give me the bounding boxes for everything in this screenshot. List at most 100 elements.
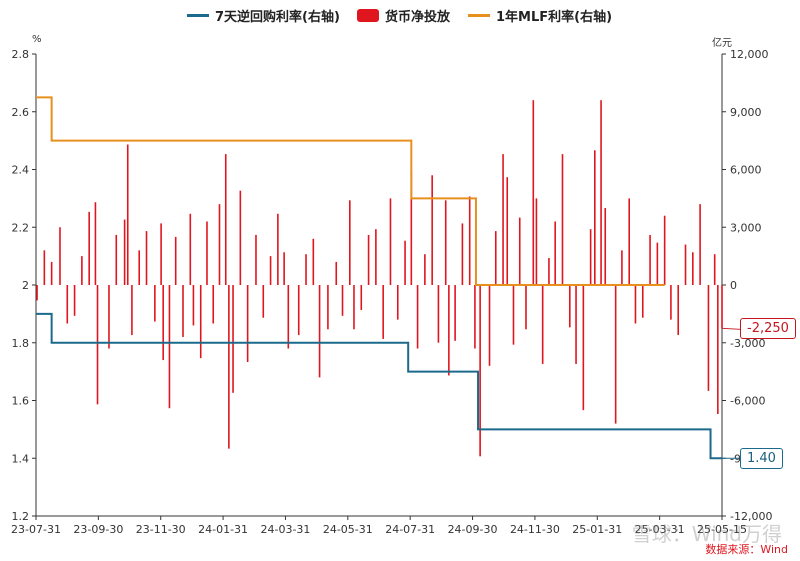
net-injection-bar (424, 254, 426, 285)
left-axis-unit: % (32, 34, 42, 45)
legend-swatch-repo (187, 13, 209, 17)
legend-item-repo[interactable]: 7天逆回购利率(右轴) (187, 4, 340, 26)
net-injection-bar (582, 285, 585, 411)
net-injection-bar (454, 285, 456, 341)
net-injection-bar (96, 285, 99, 405)
net-injection-bar (318, 285, 321, 378)
net-injection-bar (518, 217, 521, 285)
net-injection-bar (721, 285, 723, 329)
x-tick-label: 24-07-31 (385, 523, 435, 536)
net-injection-bar (246, 285, 249, 362)
right-tick-label: 0 (730, 279, 737, 292)
x-tick-label: 25-03-31 (635, 523, 685, 536)
x-tick-label: 24-03-31 (260, 523, 310, 536)
net-injection-bar (255, 234, 257, 285)
net-injection-bar (360, 285, 363, 311)
legend-swatch-mlf (468, 13, 490, 17)
net-injection-bar (168, 285, 171, 409)
net-injection-bar (404, 240, 406, 285)
net-injection-bar (212, 285, 215, 324)
callout-net-last: -2,250 (740, 318, 796, 339)
net-injection-bar (525, 285, 527, 330)
net-injection-bar (335, 261, 338, 285)
net-injection-bar (287, 285, 290, 349)
net-injection-bar (448, 285, 450, 376)
net-injection-bar (182, 285, 184, 337)
net-injection-bar (589, 229, 592, 285)
net-injection-bar (341, 285, 344, 316)
net-injection-bar (174, 236, 177, 285)
net-injection-bar (444, 200, 447, 285)
net-injection-bar (468, 196, 471, 285)
net-injection-bar (684, 244, 687, 285)
net-injection-bar (228, 285, 230, 449)
net-injection-bar (50, 261, 53, 285)
net-injection-bar (575, 285, 577, 364)
right-tick-label: -3,000 (730, 337, 765, 350)
net-injection-bar (614, 285, 617, 424)
net-injection-bar (262, 285, 265, 318)
net-injection-bar (502, 154, 504, 285)
legend-item-net[interactable]: 货币净投放 (357, 4, 450, 26)
net-injection-bar (353, 285, 355, 330)
net-injection-bar (375, 229, 377, 285)
legend-label-net: 货币净投放 (385, 9, 451, 25)
net-injection-bar (239, 190, 242, 285)
net-injection-bar (628, 198, 631, 285)
left-tick-label: 1.4 (12, 452, 30, 465)
net-injection-bar (717, 285, 719, 414)
net-injection-bar (327, 285, 329, 330)
net-injection-bar (494, 231, 497, 285)
net-injection-bar (94, 202, 97, 285)
net-injection-bar (224, 154, 227, 285)
mlf-rate-line (36, 96, 665, 286)
callout-repo-last: 1.40 (740, 448, 783, 469)
net-injection-bar (431, 175, 433, 285)
net-injection-bar (641, 285, 644, 318)
data-source: 数据来源：Wind (705, 543, 788, 556)
right-tick-label: -12,000 (730, 510, 772, 523)
net-injection-bar (43, 250, 46, 285)
net-injection-bar (699, 204, 701, 285)
net-injection-bar (297, 285, 300, 336)
net-injection-bar (649, 234, 651, 285)
x-tick-label: 23-11-30 (136, 523, 186, 536)
x-tick-label: 25-01-31 (572, 523, 622, 536)
x-tick-label: 23-09-30 (73, 523, 123, 536)
net-injection-bar (692, 252, 694, 285)
net-injection-bar (367, 234, 370, 285)
left-tick-label: 1.8 (12, 337, 30, 350)
left-tick-label: 2 (22, 279, 29, 292)
net-injection-bar (621, 250, 623, 285)
net-injection-bar (232, 285, 234, 393)
net-injection-bar (512, 285, 515, 345)
net-injection-bar (36, 285, 38, 301)
net-injection-bar (269, 256, 272, 285)
net-injection-bar (532, 100, 535, 285)
net-injection-bar (218, 204, 221, 285)
net-injection-bar (283, 252, 285, 285)
net-injection-bar (506, 177, 509, 285)
net-injection-bar (88, 211, 90, 285)
net-injection-bar (108, 285, 110, 349)
left-tick-label: 1.6 (12, 395, 30, 408)
callout-net-connector (721, 327, 741, 330)
legend-swatch-net (357, 8, 379, 22)
x-tick-label: 24-09-30 (448, 523, 498, 536)
right-tick-label: -6,000 (730, 395, 765, 408)
net-injection-bar (600, 100, 602, 285)
net-injection-bar (389, 198, 392, 285)
net-injection-bar (410, 171, 413, 285)
net-injection-bar (154, 285, 156, 322)
left-tick-label: 2.6 (12, 106, 30, 119)
right-tick-label: 9,000 (730, 106, 762, 119)
net-injection-bar (115, 234, 118, 285)
net-injection-bar (189, 213, 192, 285)
legend-item-mlf[interactable]: 1年MLF利率(右轴) (468, 4, 612, 26)
net-injection-bar (123, 219, 126, 285)
net-injection-bar (349, 200, 351, 285)
legend-label-repo: 7天逆回购利率(右轴) (215, 9, 340, 25)
net-injection-bar (479, 285, 481, 457)
left-tick-label: 2.4 (12, 164, 30, 177)
